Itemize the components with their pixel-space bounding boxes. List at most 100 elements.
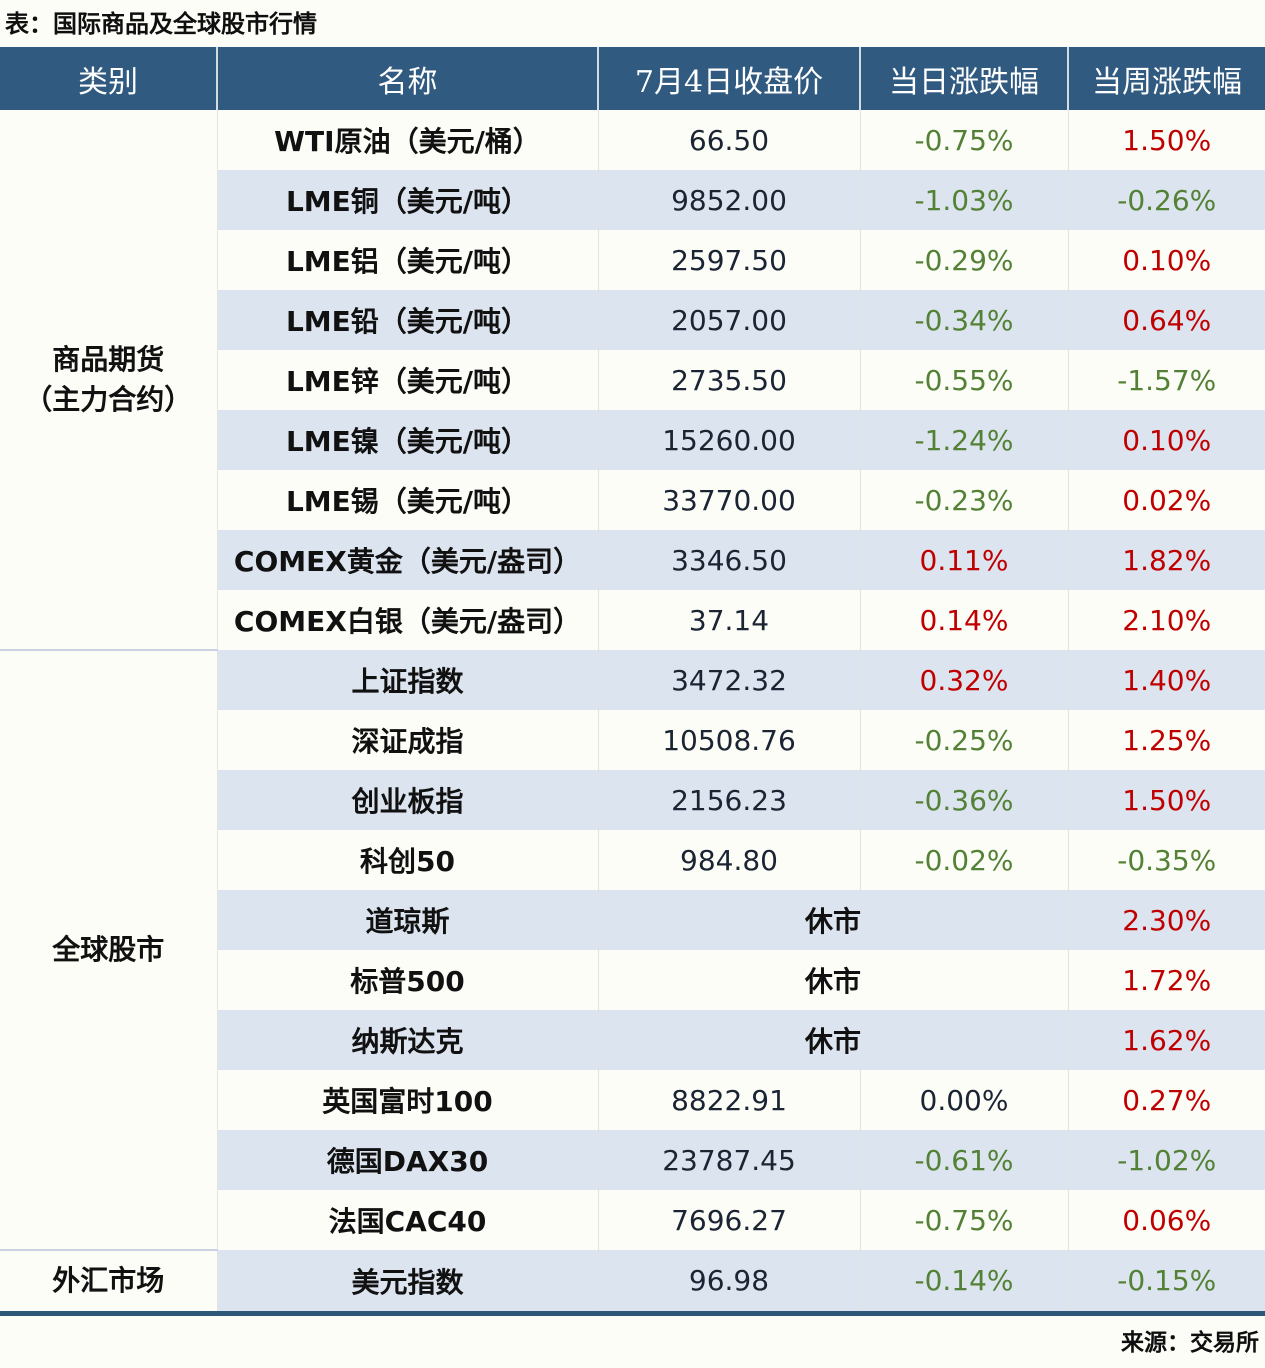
name-cell: LME铜（美元/吨） — [216, 170, 598, 230]
column-header-weekly-change: 当周涨跌幅 — [1067, 47, 1265, 110]
category-label: 全球股市 — [52, 933, 165, 967]
weekly-change-cell: 1.40% — [1067, 650, 1265, 710]
weekly-change-cell: -1.02% — [1067, 1130, 1265, 1190]
table-row: 商品期货 （主力合约） WTI原油（美元/桶） 66.50 -0.75% 1.5… — [0, 110, 1265, 650]
weekly-change-cell: 1.82% — [1067, 530, 1265, 590]
daily-change-cell: -1.03% — [859, 170, 1068, 230]
close-price-cell: 15260.00 — [597, 410, 860, 470]
weekly-change-cell: 2.10% — [1067, 590, 1265, 650]
table-row: 外汇市场 美元指数 96.98 -0.14% -0.15% — [0, 1249, 1265, 1314]
daily-change-cell: -0.23% — [859, 470, 1068, 530]
name-cell: 英国富时100 — [216, 1070, 598, 1130]
table-row: 标普500 休市 1.72% — [0, 950, 1265, 1010]
close-price-cell: 2156.23 — [597, 770, 860, 830]
market-closed-cell: 休市 — [597, 950, 1068, 1010]
category-cell-global-stocks: 全球股市 — [0, 649, 218, 1250]
name-cell: LME镍（美元/吨） — [216, 410, 598, 470]
weekly-change-cell: 0.10% — [1067, 410, 1265, 470]
table-row: LME铜（美元/吨） 9852.00 -1.03% -0.26% — [0, 170, 1265, 230]
weekly-change-cell: 1.62% — [1067, 1010, 1265, 1070]
table-row: LME锡（美元/吨） 33770.00 -0.23% 0.02% — [0, 470, 1265, 530]
name-cell: COMEX黄金（美元/盎司） — [216, 530, 598, 590]
name-cell: 科创50 — [216, 830, 598, 890]
name-cell: LME锡（美元/吨） — [216, 470, 598, 530]
table-row: 科创50 984.80 -0.02% -0.35% — [0, 830, 1265, 890]
category-label: 商品期货 — [52, 343, 165, 377]
weekly-change-cell: -1.57% — [1067, 350, 1265, 410]
name-cell: 美元指数 — [216, 1250, 598, 1314]
name-cell: LME铅（美元/吨） — [216, 290, 598, 350]
market-table: 类别 名称 7月4日收盘价 当日涨跌幅 当周涨跌幅 商品期货 （主力合约） WT… — [0, 47, 1265, 1316]
market-closed-cell: 休市 — [597, 1010, 1068, 1070]
daily-change-cell: -0.14% — [859, 1250, 1068, 1314]
close-price-cell: 984.80 — [597, 830, 860, 890]
name-cell: LME锌（美元/吨） — [216, 350, 598, 410]
column-header-daily-change: 当日涨跌幅 — [859, 47, 1068, 110]
daily-change-cell: 0.32% — [859, 650, 1068, 710]
name-cell: 深证成指 — [216, 710, 598, 770]
weekly-change-cell: 0.10% — [1067, 230, 1265, 290]
name-cell: 纳斯达克 — [216, 1010, 598, 1070]
weekly-change-cell: 1.50% — [1067, 110, 1265, 170]
name-cell: COMEX白银（美元/盎司） — [216, 590, 598, 650]
table-row: 深证成指 10508.76 -0.25% 1.25% — [0, 710, 1265, 770]
close-price-cell: 3346.50 — [597, 530, 860, 590]
page-title: 表：国际商品及全球股市行情 — [5, 10, 317, 38]
name-cell: 德国DAX30 — [216, 1130, 598, 1190]
weekly-change-cell: 1.25% — [1067, 710, 1265, 770]
close-price-cell: 2057.00 — [597, 290, 860, 350]
source-label: 来源：交易所 — [1121, 1330, 1259, 1356]
daily-change-cell: -0.25% — [859, 710, 1068, 770]
table-row: 道琼斯 休市 2.30% — [0, 890, 1265, 950]
category-label: （主力合约） — [24, 382, 193, 416]
weekly-change-cell: 1.50% — [1067, 770, 1265, 830]
name-cell: WTI原油（美元/桶） — [216, 110, 598, 170]
name-cell: 法国CAC40 — [216, 1190, 598, 1250]
daily-change-cell: 0.00% — [859, 1070, 1068, 1130]
table-row: 英国富时100 8822.91 0.00% 0.27% — [0, 1070, 1265, 1130]
daily-change-cell: -0.75% — [859, 1190, 1068, 1250]
daily-change-cell: -0.75% — [859, 110, 1068, 170]
daily-change-cell: -0.36% — [859, 770, 1068, 830]
table-row: LME锌（美元/吨） 2735.50 -0.55% -1.57% — [0, 350, 1265, 410]
weekly-change-cell: 0.64% — [1067, 290, 1265, 350]
weekly-change-cell: 0.27% — [1067, 1070, 1265, 1130]
daily-change-cell: -0.02% — [859, 830, 1068, 890]
daily-change-cell: -0.29% — [859, 230, 1068, 290]
close-price-cell: 7696.27 — [597, 1190, 860, 1250]
weekly-change-cell: 1.72% — [1067, 950, 1265, 1010]
close-price-cell: 9852.00 — [597, 170, 860, 230]
table-row: COMEX白银（美元/盎司） 37.14 0.14% 2.10% — [0, 590, 1265, 650]
close-price-cell: 33770.00 — [597, 470, 860, 530]
daily-change-cell: 0.11% — [859, 530, 1068, 590]
name-cell: 创业板指 — [216, 770, 598, 830]
weekly-change-cell: 0.06% — [1067, 1190, 1265, 1250]
name-cell: 标普500 — [216, 950, 598, 1010]
close-price-cell: 10508.76 — [597, 710, 860, 770]
market-closed-cell: 休市 — [597, 890, 1068, 950]
close-price-cell: 23787.45 — [597, 1130, 860, 1190]
weekly-change-cell: 2.30% — [1067, 890, 1265, 950]
header-row: 类别 名称 7月4日收盘价 当日涨跌幅 当周涨跌幅 — [0, 47, 1265, 110]
weekly-change-cell: -0.35% — [1067, 830, 1265, 890]
category-cell-fx: 外汇市场 — [0, 1249, 218, 1314]
table-row: 全球股市 上证指数 3472.32 0.32% 1.40% — [0, 649, 1265, 1250]
close-price-cell: 66.50 — [597, 110, 860, 170]
category-cell-commodities: 商品期货 （主力合约） — [0, 110, 218, 650]
close-price-cell: 37.14 — [597, 590, 860, 650]
close-price-cell: 96.98 — [597, 1250, 860, 1314]
daily-change-cell: -0.34% — [859, 290, 1068, 350]
daily-change-cell: -0.61% — [859, 1130, 1068, 1190]
column-header-name: 名称 — [216, 47, 598, 110]
table-row: 法国CAC40 7696.27 -0.75% 0.06% — [0, 1190, 1265, 1250]
weekly-change-cell: 0.02% — [1067, 470, 1265, 530]
column-header-close-price: 7月4日收盘价 — [597, 47, 860, 110]
daily-change-cell: -1.24% — [859, 410, 1068, 470]
column-header-category: 类别 — [0, 47, 217, 110]
close-price-cell: 8822.91 — [597, 1070, 860, 1130]
table-row: LME铝（美元/吨） 2597.50 -0.29% 0.10% — [0, 230, 1265, 290]
name-cell: 道琼斯 — [216, 890, 598, 950]
close-price-cell: 2597.50 — [597, 230, 860, 290]
name-cell: LME铝（美元/吨） — [216, 230, 598, 290]
daily-change-cell: -0.55% — [859, 350, 1068, 410]
